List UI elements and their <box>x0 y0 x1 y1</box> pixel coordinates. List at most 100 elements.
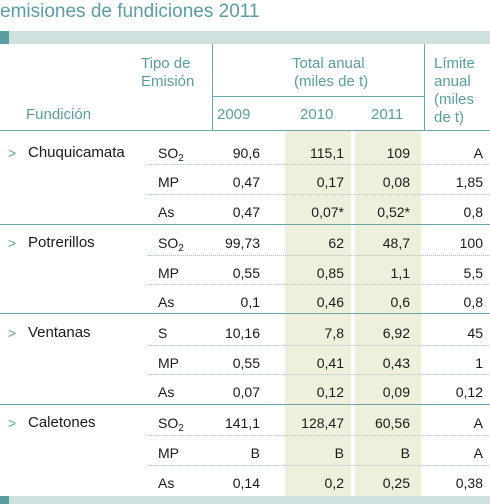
header-total-line2: (miles de t) <box>294 73 369 90</box>
tipo-emision: SO2 <box>158 235 184 254</box>
tipo-emision: MP <box>158 445 179 461</box>
rule-under-total <box>212 96 424 97</box>
fundicion-name: Chuquicamata <box>28 144 125 161</box>
value-2009: 99,73 <box>224 235 260 251</box>
value-2009: 90,6 <box>232 145 260 161</box>
page-title: emisiones de fundiciones 2011 <box>0 1 260 22</box>
value-2011: 1,1 <box>390 265 410 281</box>
header-year-2010: 2010 <box>300 106 334 123</box>
fundicion-name: Potrerillos <box>28 234 95 251</box>
value-2011: 0,09 <box>382 384 410 400</box>
value-2011: 48,7 <box>382 235 410 251</box>
tipo-emision: As <box>158 384 175 400</box>
top-band-accent <box>0 31 9 44</box>
value-2011: 60,56 <box>374 415 410 431</box>
value-2009: 0,14 <box>232 475 260 491</box>
fundicion-name: Caletones <box>28 414 96 431</box>
value-2011: 109 <box>386 145 410 161</box>
value-2010: 0,17 <box>316 174 344 190</box>
value-2010: 0,12 <box>316 384 344 400</box>
value-2010: 0,2 <box>324 475 344 491</box>
header-limite-line2: anual <box>434 73 471 90</box>
rule-vertical-emision <box>212 44 213 131</box>
header-fundicion: Fundición <box>26 106 92 123</box>
value-2011: 0,52* <box>377 204 410 220</box>
value-2009: 0,47 <box>232 174 260 190</box>
header-tipo-line2: Emisión <box>141 73 195 90</box>
value-limite: 5,5 <box>463 265 483 281</box>
row-separator <box>148 255 490 256</box>
value-limite: 0,8 <box>463 294 483 310</box>
tipo-emision: SO2 <box>158 145 184 164</box>
tipo-emision: MP <box>158 174 179 190</box>
value-limite: A <box>473 415 483 431</box>
chevron-right-icon: > <box>8 145 17 161</box>
value-2010: 115,1 <box>310 145 344 161</box>
value-limite: A <box>473 145 483 161</box>
rule-group-separator <box>0 224 490 225</box>
value-limite: 100 <box>459 235 483 251</box>
header-limite-line4: de t) <box>434 109 465 126</box>
header-year-2011: 2011 <box>371 106 404 123</box>
value-2010: 0,46 <box>316 294 344 310</box>
row-separator <box>148 284 490 285</box>
value-2011: 0,43 <box>382 355 410 371</box>
rule-group-separator <box>0 313 490 314</box>
value-2010: B <box>334 445 344 461</box>
row-separator <box>148 435 490 436</box>
value-2009: 141,1 <box>224 415 260 431</box>
value-2009: 0,47 <box>232 204 260 220</box>
value-2010: 62 <box>328 235 344 251</box>
header-limite-line1: Límite <box>434 55 475 72</box>
tipo-emision: MP <box>158 355 179 371</box>
header-limite-line3: (miles <box>434 91 474 108</box>
value-2011: B <box>400 445 410 461</box>
value-2011: 6,92 <box>382 325 410 341</box>
row-separator <box>148 345 490 346</box>
value-2010: 0,41 <box>316 355 344 371</box>
chevron-right-icon: > <box>8 325 17 341</box>
tipo-emision: MP <box>158 265 179 281</box>
value-limite: 1,85 <box>455 174 483 190</box>
value-2010: 0,85 <box>316 265 344 281</box>
rule-group-separator <box>0 404 490 405</box>
tipo-emision: As <box>158 204 175 220</box>
value-limite: 0,12 <box>455 384 483 400</box>
fundicion-name: Ventanas <box>28 324 91 341</box>
tipo-emision: As <box>158 475 175 491</box>
value-2009: 0,07 <box>232 384 260 400</box>
value-2009: B <box>250 445 260 461</box>
tipo-emision: SO2 <box>158 415 184 434</box>
value-2009: 0,55 <box>232 265 260 281</box>
value-limite: 45 <box>467 325 483 341</box>
rule-vertical-limite <box>424 44 425 131</box>
bottom-band <box>0 496 490 504</box>
value-2011: 0,08 <box>382 174 410 190</box>
rule-header-bottom <box>0 130 490 131</box>
bottom-band-accent <box>0 496 9 504</box>
value-2010: 7,8 <box>324 325 344 341</box>
value-limite: 0,8 <box>463 204 483 220</box>
row-separator <box>148 194 490 195</box>
tipo-emision: As <box>158 294 175 310</box>
value-2009: 10,16 <box>224 325 260 341</box>
tipo-emision: S <box>158 325 168 341</box>
value-2011: 0,25 <box>382 475 410 491</box>
chevron-right-icon: > <box>8 415 17 431</box>
chevron-right-icon: > <box>8 235 17 251</box>
header-total-line1: Total anual <box>292 55 365 72</box>
value-2009: 0,1 <box>240 294 260 310</box>
row-separator <box>148 374 490 375</box>
value-limite: 1 <box>475 355 483 371</box>
value-2010: 128,47 <box>301 415 344 431</box>
row-separator <box>148 164 490 165</box>
header-year-2009: 2009 <box>217 106 251 123</box>
row-separator <box>148 465 490 466</box>
header-tipo-line1: Tipo de <box>141 55 191 72</box>
value-2009: 0,55 <box>232 355 260 371</box>
value-2011: 0,6 <box>390 294 410 310</box>
top-band <box>0 31 490 44</box>
value-limite: A <box>473 445 483 461</box>
value-2010: 0,07* <box>311 204 344 220</box>
value-limite: 0,38 <box>455 475 483 491</box>
